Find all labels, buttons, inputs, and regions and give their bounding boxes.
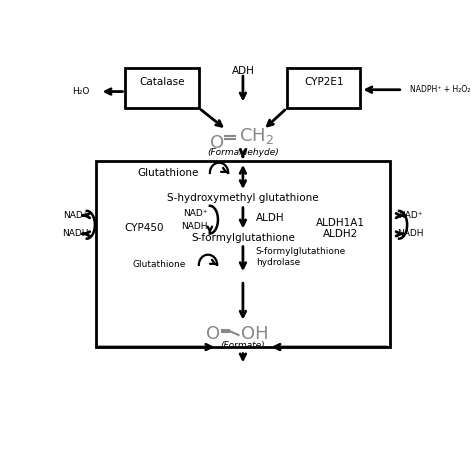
Text: OH: OH (241, 325, 269, 343)
Text: O: O (210, 134, 224, 152)
Text: NADH: NADH (182, 222, 208, 231)
Text: NAD⁺: NAD⁺ (398, 211, 422, 220)
Text: NADH: NADH (63, 229, 89, 238)
Text: Catalase: Catalase (139, 77, 185, 87)
Text: CYP450: CYP450 (124, 223, 164, 233)
Bar (287, 68, 360, 108)
Text: CYP2E1: CYP2E1 (304, 77, 344, 87)
Text: (Formate): (Formate) (220, 341, 265, 350)
Text: CH$_2$: CH$_2$ (239, 127, 274, 146)
Text: S-formylglutathione: S-formylglutathione (191, 233, 295, 243)
Text: H₂O: H₂O (73, 87, 90, 96)
Text: S-hydroxymethyl glutathione: S-hydroxymethyl glutathione (167, 193, 319, 203)
Text: (Formaldehyde): (Formaldehyde) (207, 148, 279, 157)
Text: Glutathione: Glutathione (133, 260, 186, 269)
Text: ALDH1A1
ALDH2: ALDH1A1 ALDH2 (316, 218, 365, 239)
Text: Glutathione: Glutathione (137, 168, 199, 178)
Text: O: O (207, 325, 220, 343)
Text: NADH: NADH (397, 229, 423, 238)
Bar (96, 161, 390, 347)
Bar (125, 68, 199, 108)
Text: ALDH: ALDH (256, 213, 284, 223)
Text: NAD⁺: NAD⁺ (64, 211, 88, 220)
Text: NAD⁺: NAD⁺ (183, 209, 208, 218)
Text: ADH: ADH (231, 66, 255, 76)
Text: S-formylglutathione
hydrolase: S-formylglutathione hydrolase (256, 247, 346, 266)
Text: NADPH⁺ + H₂O₂: NADPH⁺ + H₂O₂ (410, 85, 470, 94)
